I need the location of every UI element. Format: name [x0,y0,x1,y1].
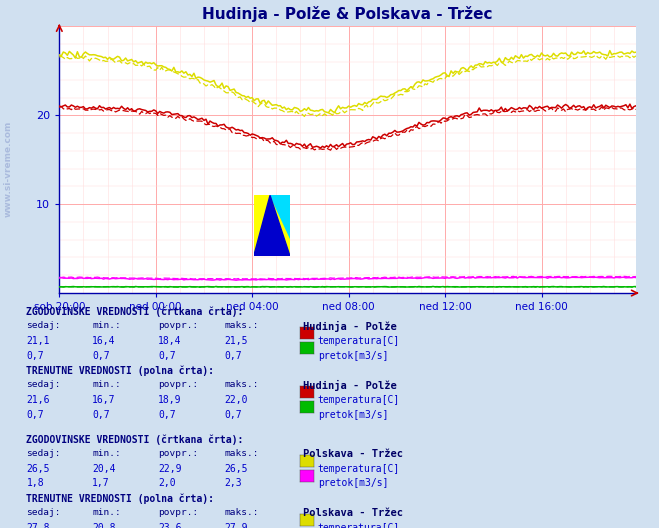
Text: Polskava - Tržec: Polskava - Tržec [303,449,403,459]
Text: 26,5: 26,5 [224,464,248,474]
Text: pretok[m3/s]: pretok[m3/s] [318,478,388,488]
Text: 27,8: 27,8 [26,523,50,528]
Text: sedaj:: sedaj: [26,449,61,458]
Text: 16,7: 16,7 [92,395,116,405]
Text: 1,7: 1,7 [92,478,110,488]
Text: Hudinja - Polže: Hudinja - Polže [303,380,397,391]
Text: 1,8: 1,8 [26,478,44,488]
Text: 2,3: 2,3 [224,478,242,488]
Text: 0,7: 0,7 [92,410,110,420]
Text: min.:: min.: [92,449,121,458]
Text: 18,9: 18,9 [158,395,182,405]
Text: temperatura[C]: temperatura[C] [318,395,400,405]
Text: sedaj:: sedaj: [26,508,61,517]
Text: 0,7: 0,7 [26,410,44,420]
Text: 21,5: 21,5 [224,336,248,346]
Text: 0,7: 0,7 [224,351,242,361]
Text: www.si-vreme.com: www.si-vreme.com [4,121,13,217]
Text: 16,4: 16,4 [92,336,116,346]
Text: sedaj:: sedaj: [26,380,61,389]
Text: temperatura[C]: temperatura[C] [318,464,400,474]
Title: Hudinja - Polže & Polskava - Tržec: Hudinja - Polže & Polskava - Tržec [202,6,493,23]
Text: Hudinja - Polže: Hudinja - Polže [303,321,397,332]
Text: povpr.:: povpr.: [158,380,198,389]
Text: 23,6: 23,6 [158,523,182,528]
Text: min.:: min.: [92,321,121,330]
Text: maks.:: maks.: [224,449,258,458]
Text: ZGODOVINSKE VREDNOSTI (črtkana črta):: ZGODOVINSKE VREDNOSTI (črtkana črta): [26,434,244,445]
Text: temperatura[C]: temperatura[C] [318,336,400,346]
Text: 21,1: 21,1 [26,336,50,346]
Text: 27,9: 27,9 [224,523,248,528]
Polygon shape [254,195,290,256]
Text: povpr.:: povpr.: [158,449,198,458]
Text: 0,7: 0,7 [158,351,176,361]
Text: sedaj:: sedaj: [26,321,61,330]
Text: 22,9: 22,9 [158,464,182,474]
Text: 2,0: 2,0 [158,478,176,488]
Text: 18,4: 18,4 [158,336,182,346]
Text: 0,7: 0,7 [224,410,242,420]
Text: pretok[m3/s]: pretok[m3/s] [318,351,388,361]
Text: 20,8: 20,8 [92,523,116,528]
Text: min.:: min.: [92,508,121,517]
Text: 21,6: 21,6 [26,395,50,405]
Text: 22,0: 22,0 [224,395,248,405]
Polygon shape [270,195,290,238]
Text: maks.:: maks.: [224,508,258,517]
Text: TRENUTNE VREDNOSTI (polna črta):: TRENUTNE VREDNOSTI (polna črta): [26,365,214,376]
Text: 0,7: 0,7 [92,351,110,361]
Text: povpr.:: povpr.: [158,321,198,330]
Text: 20,4: 20,4 [92,464,116,474]
Text: ZGODOVINSKE VREDNOSTI (črtkana črta):: ZGODOVINSKE VREDNOSTI (črtkana črta): [26,306,244,317]
Text: pretok[m3/s]: pretok[m3/s] [318,410,388,420]
Text: maks.:: maks.: [224,380,258,389]
Text: maks.:: maks.: [224,321,258,330]
Text: 0,7: 0,7 [158,410,176,420]
Text: Polskava - Tržec: Polskava - Tržec [303,508,403,518]
Text: TRENUTNE VREDNOSTI (polna črta):: TRENUTNE VREDNOSTI (polna črta): [26,493,214,504]
Text: min.:: min.: [92,380,121,389]
Text: 0,7: 0,7 [26,351,44,361]
Text: temperatura[C]: temperatura[C] [318,523,400,528]
Text: povpr.:: povpr.: [158,508,198,517]
Text: 26,5: 26,5 [26,464,50,474]
